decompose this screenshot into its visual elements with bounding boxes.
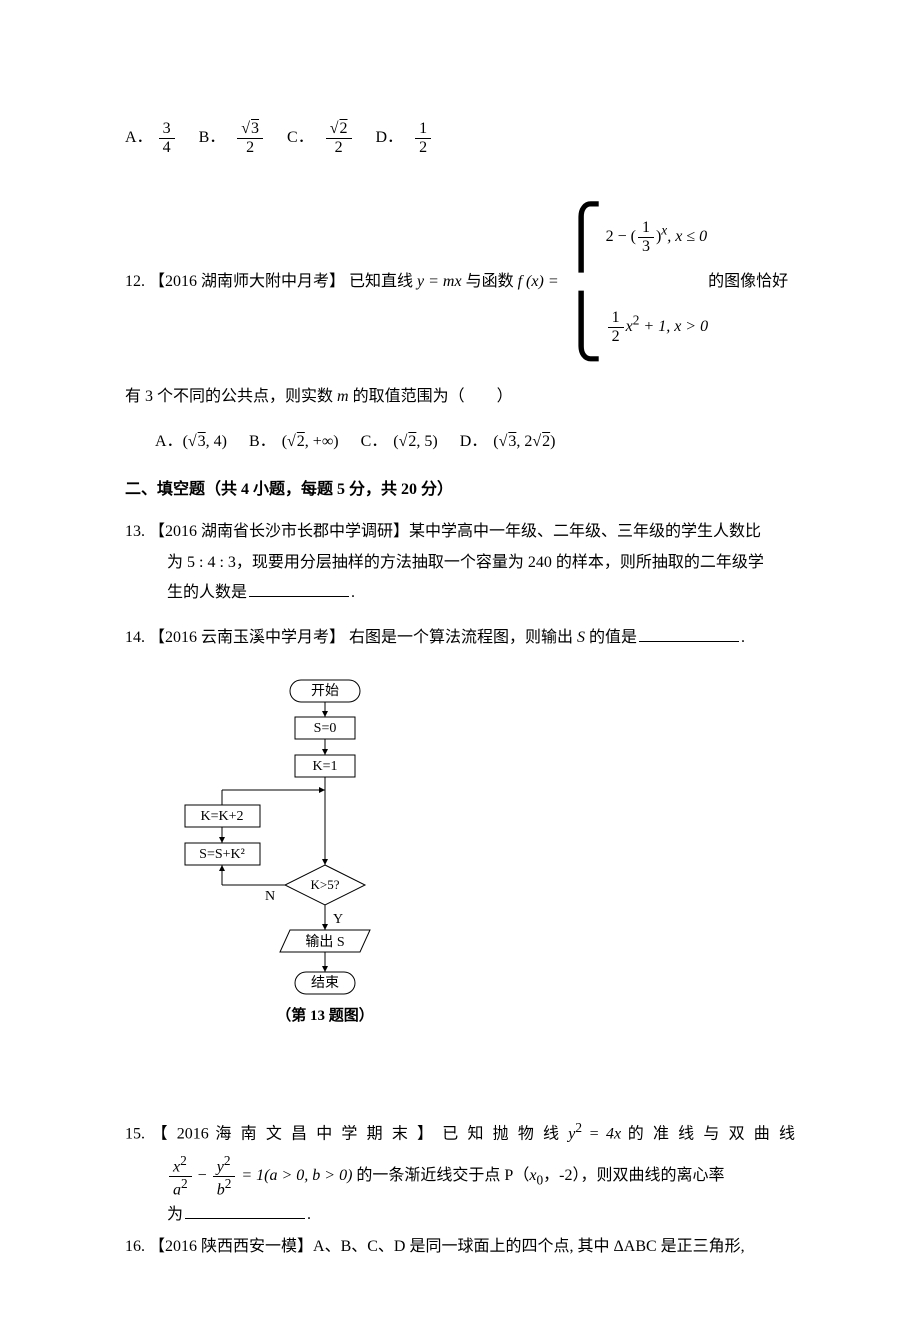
q12-label-d: D．: [460, 433, 488, 450]
flowchart-svg: 开始 S=0 K=1 K=K+2 S=S+K² K>5? N: [155, 675, 435, 1055]
q12-stem-line2: 有 3 个不同的公共点，则实数 m 的取值范围为（ ）: [125, 382, 795, 412]
svg-text:N: N: [265, 889, 275, 904]
q15-blank: [185, 1202, 305, 1219]
left-brace-icon: ⎧⎩: [559, 192, 606, 372]
question-16: 16. 【2016 陕西西安一模】A、B、C、D 是同一球面上的四个点, 其中 …: [125, 1232, 795, 1262]
piecewise-case-2: 12x2 + 1, x > 0: [606, 307, 708, 347]
q11-label-c: C．: [287, 129, 314, 146]
q11-label-d: D．: [376, 129, 404, 146]
q15-frac-1: x2 a2: [169, 1154, 192, 1199]
q11-frac-d: 1 2: [415, 120, 431, 156]
q14-number: 14.: [125, 629, 145, 646]
svg-text:（第 13 题图）: （第 13 题图）: [276, 1006, 374, 1024]
question-12: 12. 【2016 湖南师大附中月考】 已知直线 y = mx 与函数 f (x…: [125, 192, 795, 457]
q13-number: 13.: [125, 523, 145, 540]
q14-tag: 【2016 云南玉溪中学月考】: [149, 629, 345, 646]
svg-text:结束: 结束: [311, 975, 339, 991]
q12-label-a: A．: [155, 433, 183, 450]
q16-number: 16.: [125, 1238, 145, 1255]
q11-label-b: B．: [199, 129, 226, 146]
svg-text:S=0: S=0: [314, 721, 337, 736]
svg-text:K=K+2: K=K+2: [200, 809, 243, 824]
q16-tag: 【2016 陕西西安一模】: [149, 1238, 313, 1255]
svg-text:输出 S: 输出 S: [305, 934, 344, 950]
q11-options: A． 3 4 B． √3 2 C． √2 2 D． 1 2: [125, 120, 795, 156]
question-13: 13. 【2016 湖南省长沙市长郡中学调研】某中学高中一年级、二年级、三年级的…: [125, 517, 795, 608]
q15-frac-2: y2 b2: [213, 1154, 236, 1199]
svg-text:K>5?: K>5?: [311, 877, 340, 892]
question-15: 15. 【 2016 海 南 文 昌 中 学 期 末 】 已 知 抛 物 线 y…: [125, 1115, 795, 1232]
q11-label-a: A．: [125, 129, 153, 146]
piecewise-function: ⎧⎩ 2 − (13)x, x ≤ 0 12x2 + 1, x > 0: [559, 192, 708, 372]
q12-label-b: B．: [249, 433, 276, 450]
section-2-heading: 二、填空题（共 4 小题，每题 5 分，共 20 分）: [125, 475, 795, 505]
q12-tag: 【2016 湖南师大附中月考】: [149, 273, 345, 290]
q13-tag: 【2016 湖南省长沙市长郡中学调研】: [149, 523, 409, 540]
svg-text:开始: 开始: [311, 683, 339, 699]
q15-tag: 【 2016 海 南 文 昌 中 学 期 末 】: [152, 1125, 436, 1142]
svg-text:S=S+K²: S=S+K²: [199, 847, 245, 862]
q11-frac-c: √2 2: [326, 120, 352, 156]
flowchart-figure: 开始 S=0 K=1 K=K+2 S=S+K² K>5? N: [125, 675, 795, 1055]
q11-frac-b: √3 2: [237, 120, 263, 156]
q15-number: 15.: [125, 1125, 145, 1142]
q12-stem-line1: 12. 【2016 湖南师大附中月考】 已知直线 y = mx 与函数 f (x…: [125, 192, 795, 372]
q11-frac-a: 3 4: [159, 120, 175, 156]
q13-blank: [249, 580, 349, 597]
q12-label-c: C．: [361, 433, 388, 450]
q14-blank: [639, 625, 739, 642]
piecewise-case-1: 2 − (13)x, x ≤ 0: [606, 217, 708, 257]
q12-options: A．(√3, 4) B．(√2, +∞) C．(√2, 5) D．(√3, 2√…: [125, 427, 795, 457]
svg-text:K=1: K=1: [312, 759, 337, 774]
q12-number: 12.: [125, 273, 145, 290]
question-14: 14. 【2016 云南玉溪中学月考】 右图是一个算法流程图，则输出 S 的值是…: [125, 623, 795, 653]
svg-text:Y: Y: [333, 912, 343, 927]
